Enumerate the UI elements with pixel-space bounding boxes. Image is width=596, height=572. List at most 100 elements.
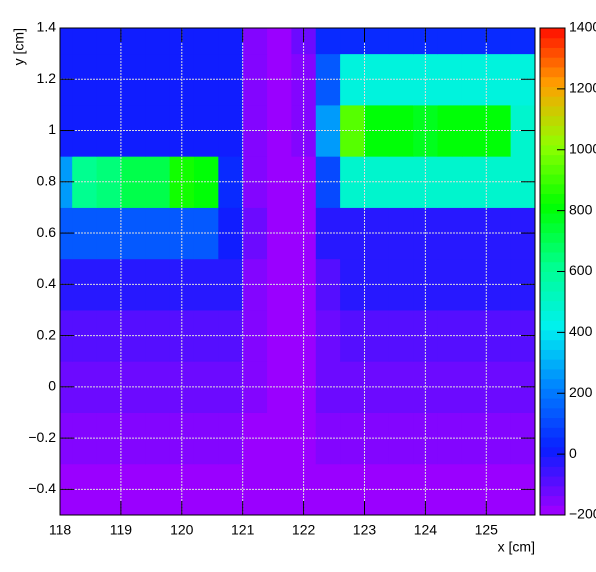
heatmap-cell: [145, 28, 171, 55]
colorbar-band: [540, 47, 565, 58]
colorbar-band: [540, 417, 565, 428]
z-tick-label: 1400: [569, 19, 596, 35]
heatmap-cell: [193, 207, 219, 260]
colorbar-band: [540, 476, 565, 487]
z-tick-label: 800: [569, 201, 593, 217]
heatmap-cell: [120, 28, 146, 55]
y-tick-label: 1: [48, 121, 56, 137]
x-tick-label: 124: [414, 522, 438, 538]
y-tick-label: −0.4: [28, 480, 56, 496]
heatmap-cell: [364, 28, 390, 55]
colorbar-band: [540, 76, 565, 87]
heatmap-cell: [218, 28, 244, 55]
colorbar-band: [540, 252, 565, 263]
heatmap-cell: [96, 28, 122, 55]
colorbar-band: [540, 359, 565, 370]
z-tick-label: 0: [569, 445, 577, 461]
heatmap-cell: [72, 28, 98, 55]
heatmap-cell: [60, 28, 73, 55]
colorbar-band: [540, 398, 565, 409]
colorbar-band: [540, 261, 565, 272]
y-tick-label: 0.2: [37, 326, 57, 342]
y-tick-label: −0.2: [28, 429, 56, 445]
heatmap-cell: [193, 361, 219, 413]
x-tick-label: 122: [292, 522, 316, 538]
colorbar-band: [540, 368, 565, 380]
colorbar-band: [540, 446, 565, 458]
colorbar-band: [540, 213, 565, 224]
colorbar-band: [540, 154, 565, 165]
heatmap-cell: [267, 28, 292, 55]
colorbar-band: [540, 466, 565, 477]
colorbar-band: [540, 86, 565, 97]
heatmap-cell: [193, 104, 219, 157]
heatmap-cell: [388, 28, 414, 55]
colorbar-band: [540, 300, 565, 311]
colorbar-band: [540, 105, 565, 117]
heatmap-cell: [461, 28, 487, 55]
z-tick-label: 1000: [569, 140, 596, 156]
heatmap-cell: [437, 28, 463, 55]
heatmap-cell: [413, 412, 439, 465]
x-tick-label: 118: [49, 522, 72, 538]
colorbar-band: [540, 164, 565, 175]
colorbar-band: [540, 57, 565, 68]
colorbar-band: [540, 66, 565, 78]
plot-frame: [59, 27, 536, 516]
colorbar-band: [540, 193, 565, 204]
y-axis-label: y [cm]: [11, 28, 27, 65]
y-tick-label: 0.4: [37, 275, 57, 291]
colorbar-band: [540, 427, 565, 438]
y-tick-label: 1.2: [37, 70, 57, 86]
y-tick-label: 0.8: [37, 172, 57, 188]
x-tick-label: 120: [170, 522, 194, 538]
colorbar-band: [540, 378, 565, 389]
colorbar-band: [540, 222, 565, 234]
colorbar-band: [540, 281, 565, 292]
heatmap-cell: [193, 463, 219, 515]
y-tick-label: 0: [48, 378, 56, 394]
heatmap-cell: [193, 28, 219, 55]
colorbar-band: [540, 232, 565, 243]
x-tick-label: 125: [475, 522, 499, 538]
heatmap-cell: [340, 28, 365, 55]
heatmap-cell: [193, 156, 219, 208]
colorbar-band: [540, 125, 565, 136]
colorbar-band: [540, 310, 565, 321]
colorbar-band: [540, 174, 565, 185]
colorbar-band: [540, 271, 565, 282]
y-tick-label: 0.6: [37, 224, 57, 240]
colorbar-band: [540, 505, 565, 516]
heatmap-cell: [193, 309, 219, 362]
z-tick-label: 1200: [569, 80, 596, 96]
x-tick-label: 119: [110, 522, 133, 538]
colorbar-band: [540, 135, 565, 146]
colorbar-band: [540, 495, 565, 506]
colorbar-band: [540, 37, 565, 48]
z-tick-label: −200: [569, 506, 596, 522]
heatmap-cell: [510, 28, 535, 55]
colorbar-band: [540, 388, 565, 399]
colorbar-band: [540, 407, 565, 419]
x-axis-label: x [cm]: [498, 539, 535, 555]
x-tick-label: 121: [231, 522, 255, 538]
heatmap-cell: [315, 28, 341, 55]
colorbar-band: [540, 329, 565, 341]
x-tick-label: 123: [353, 522, 377, 538]
heatmap-cell: [486, 28, 512, 55]
colorbar-band: [540, 349, 565, 360]
colorbar-band: [540, 115, 565, 126]
colorbar-band: [540, 96, 565, 107]
colorbar-band: [540, 437, 565, 448]
colorbar-band: [540, 144, 565, 156]
z-tick-label: 200: [569, 384, 593, 400]
colorbar-band: [540, 456, 565, 467]
heatmap-cell: [242, 28, 268, 55]
heatmap-cell: [193, 412, 219, 465]
z-tick-label: 600: [569, 262, 593, 278]
z-tick-label: 400: [569, 323, 593, 339]
colorbar-band: [540, 339, 565, 350]
y-tick-label: 1.4: [37, 19, 57, 35]
colorbar-band: [540, 242, 565, 253]
